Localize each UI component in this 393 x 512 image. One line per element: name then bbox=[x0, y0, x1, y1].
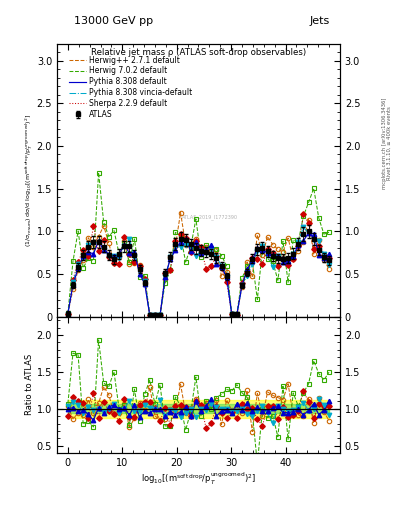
Sherpa 2.2.9 default bbox=[209, 263, 214, 269]
Herwig 7.0.2 default bbox=[152, 312, 157, 318]
Herwig++ 2.7.1 default bbox=[245, 259, 250, 265]
Pythia 8.308 default bbox=[306, 230, 311, 236]
Pythia 8.308 default bbox=[152, 312, 157, 318]
Herwig 7.0.2 default bbox=[327, 229, 331, 235]
Line: Herwig++ 2.7.1 default: Herwig++ 2.7.1 default bbox=[68, 212, 329, 315]
Pythia 8.308 vincia-default bbox=[193, 252, 198, 259]
Herwig++ 2.7.1 default bbox=[66, 310, 70, 316]
Sherpa 2.2.9 default bbox=[230, 311, 234, 317]
Herwig 7.0.2 default bbox=[96, 169, 101, 176]
Pythia 8.308 default bbox=[327, 251, 331, 258]
Herwig++ 2.7.1 default bbox=[152, 312, 157, 318]
Pythia 8.308 vincia-default bbox=[230, 311, 234, 317]
Pythia 8.308 default bbox=[163, 274, 167, 280]
Y-axis label: (1/σ$_{\rm resum}$) dσ/d log$_{10}$[(m$^{\rm soft\,drop}$/p$_T^{\rm ungroomed}$): (1/σ$_{\rm resum}$) dσ/d log$_{10}$[(m$^… bbox=[24, 114, 35, 247]
Pythia 8.308 default bbox=[66, 311, 70, 317]
Sherpa 2.2.9 default bbox=[301, 211, 306, 218]
Legend: Herwig++ 2.7.1 default, Herwig 7.0.2 default, Pythia 8.308 default, Pythia 8.308: Herwig++ 2.7.1 default, Herwig 7.0.2 def… bbox=[66, 52, 195, 122]
Pythia 8.308 default bbox=[230, 311, 234, 317]
Herwig 7.0.2 default bbox=[168, 267, 173, 273]
Text: Relative jet mass ρ (ATLAS soft-drop observables): Relative jet mass ρ (ATLAS soft-drop obs… bbox=[91, 48, 306, 57]
Herwig++ 2.7.1 default bbox=[214, 247, 219, 253]
Herwig 7.0.2 default bbox=[214, 246, 219, 252]
Herwig++ 2.7.1 default bbox=[327, 266, 331, 272]
Herwig++ 2.7.1 default bbox=[178, 209, 183, 216]
Herwig 7.0.2 default bbox=[86, 255, 91, 261]
Pythia 8.308 default bbox=[240, 282, 244, 288]
Text: mcplots.cern.ch [arXiv:1306.3436]: mcplots.cern.ch [arXiv:1306.3436] bbox=[382, 98, 387, 189]
Sherpa 2.2.9 default bbox=[163, 269, 167, 275]
Pythia 8.308 default bbox=[86, 249, 91, 255]
Text: Jets: Jets bbox=[310, 15, 330, 26]
Pythia 8.308 vincia-default bbox=[66, 310, 70, 316]
Sherpa 2.2.9 default bbox=[240, 280, 244, 286]
Y-axis label: Ratio to ATLAS: Ratio to ATLAS bbox=[25, 354, 34, 415]
Pythia 8.308 vincia-default bbox=[209, 246, 214, 252]
Sherpa 2.2.9 default bbox=[86, 252, 91, 259]
Pythia 8.308 default bbox=[209, 242, 214, 248]
Herwig 7.0.2 default bbox=[66, 310, 70, 316]
Pythia 8.308 default bbox=[193, 239, 198, 245]
Sherpa 2.2.9 default bbox=[327, 254, 331, 261]
Pythia 8.308 vincia-default bbox=[86, 242, 91, 248]
Sherpa 2.2.9 default bbox=[66, 311, 70, 317]
Line: Sherpa 2.2.9 default: Sherpa 2.2.9 default bbox=[68, 215, 329, 315]
Herwig++ 2.7.1 default bbox=[199, 249, 204, 255]
Pythia 8.308 vincia-default bbox=[327, 262, 331, 268]
Text: 13000 GeV pp: 13000 GeV pp bbox=[74, 15, 154, 26]
Herwig++ 2.7.1 default bbox=[235, 311, 239, 317]
Text: ATLAS_2019_I1772390: ATLAS_2019_I1772390 bbox=[182, 215, 237, 220]
X-axis label: log$_{10}$[(m$^{\rm soft\,drop}$/p$_T^{\rm ungroomed}$)$^2$]: log$_{10}$[(m$^{\rm soft\,drop}$/p$_T^{\… bbox=[141, 471, 256, 487]
Text: Rivet 3.1.10, ≥ 400k events: Rivet 3.1.10, ≥ 400k events bbox=[387, 106, 392, 180]
Herwig++ 2.7.1 default bbox=[86, 234, 91, 241]
Pythia 8.308 vincia-default bbox=[152, 312, 157, 318]
Sherpa 2.2.9 default bbox=[193, 238, 198, 244]
Pythia 8.308 vincia-default bbox=[301, 224, 306, 230]
Line: Pythia 8.308 vincia-default: Pythia 8.308 vincia-default bbox=[68, 227, 329, 315]
Pythia 8.308 vincia-default bbox=[163, 274, 167, 280]
Herwig++ 2.7.1 default bbox=[163, 275, 167, 282]
Line: Herwig 7.0.2 default: Herwig 7.0.2 default bbox=[68, 173, 329, 315]
Pythia 8.308 vincia-default bbox=[240, 282, 244, 288]
Herwig 7.0.2 default bbox=[199, 254, 204, 260]
Herwig 7.0.2 default bbox=[235, 311, 239, 317]
Sherpa 2.2.9 default bbox=[152, 312, 157, 318]
Line: Pythia 8.308 default: Pythia 8.308 default bbox=[68, 233, 329, 315]
Herwig 7.0.2 default bbox=[245, 263, 250, 269]
